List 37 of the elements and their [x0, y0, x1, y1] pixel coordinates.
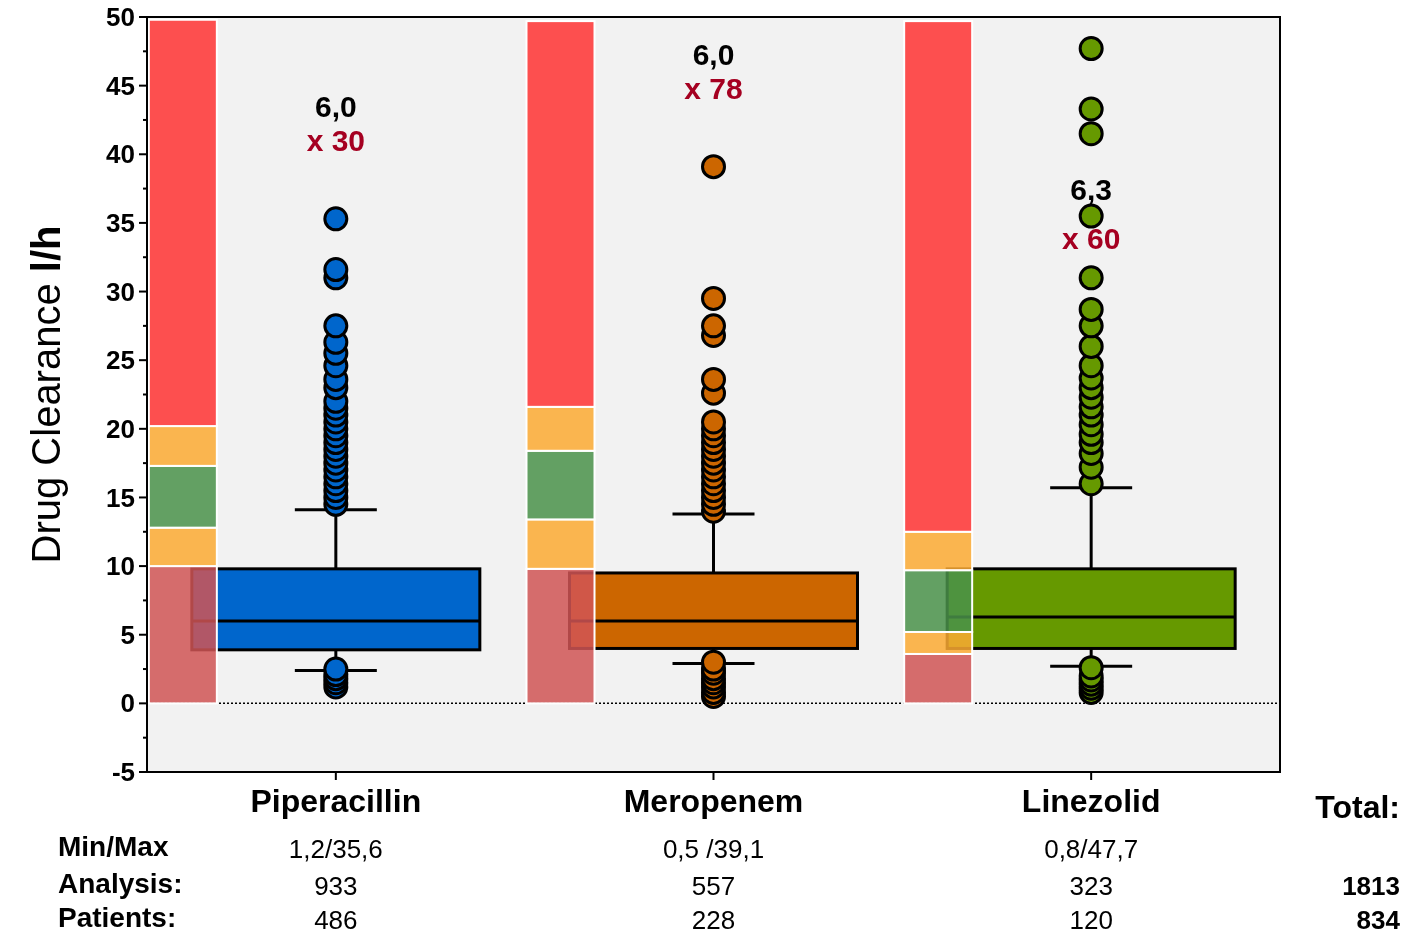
- annotation: x 60: [1061, 221, 1121, 255]
- annotation: 6,3: [1070, 172, 1113, 206]
- annotation: 6,0: [314, 90, 357, 124]
- text: 228: [691, 905, 736, 935]
- y-tick-label: 10: [106, 551, 135, 582]
- x-tick-label: Linezolid: [1021, 783, 1161, 819]
- text: 1813: [1342, 871, 1400, 901]
- annotation: 6,0: [692, 38, 735, 72]
- y-axis-title: Drug Clearance l/h: [24, 225, 68, 564]
- text: 0,8/47,7: [1044, 834, 1139, 864]
- y-tick-label: -5: [111, 757, 135, 788]
- text: 0,5 /39,1: [662, 834, 765, 864]
- text: Patients:: [58, 902, 177, 933]
- y-tick-label: 45: [106, 70, 135, 101]
- text: Total:: [1315, 789, 1400, 825]
- text: Analysis:: [58, 868, 183, 899]
- y-tick-label: 40: [106, 139, 135, 170]
- y-tick-label: 25: [106, 345, 135, 376]
- text: 834: [1356, 905, 1401, 935]
- y-tick-label: 15: [106, 482, 135, 513]
- y-tick-label: 5: [120, 619, 135, 650]
- y-tick-label: 0: [120, 688, 135, 719]
- x-tick-label: Meropenem: [623, 783, 804, 819]
- annotation: x 78: [684, 72, 743, 106]
- text: 486: [314, 905, 358, 935]
- text: 120: [1069, 905, 1113, 935]
- y-tick-label: 50: [106, 2, 135, 33]
- y-tick-label: 30: [106, 276, 135, 307]
- text: 933: [314, 871, 358, 901]
- text: 557: [691, 871, 736, 901]
- text: 1,2/35,6: [288, 834, 383, 864]
- text: 323: [1069, 871, 1113, 901]
- x-tick-label: Piperacillin: [250, 783, 422, 819]
- y-tick-label: 35: [106, 208, 135, 239]
- annotation: x 30: [306, 124, 366, 158]
- y-tick-label: 20: [106, 413, 135, 444]
- text: Min/Max: [58, 831, 169, 862]
